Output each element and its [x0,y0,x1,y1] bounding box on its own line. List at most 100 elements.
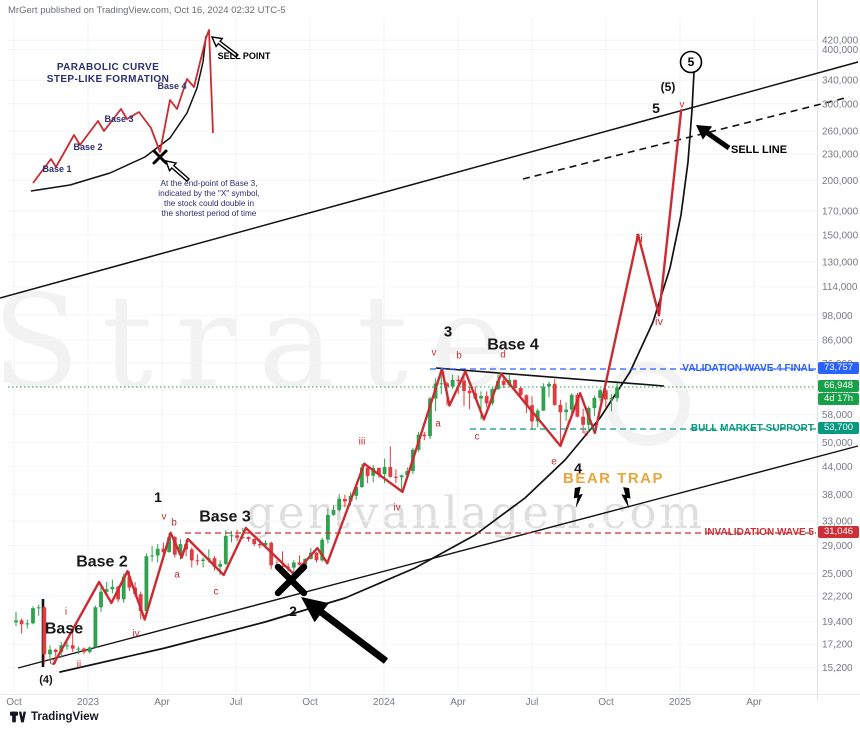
annotation-text: Base 2 [76,554,128,571]
annotation-text: c [475,432,480,443]
annotation-text: b [171,518,177,529]
annotation-text: 4 [574,460,582,476]
annotation-text: 1 [154,489,162,505]
black-arrow-icon [301,597,389,664]
price-tick-label: 300,000 [822,99,859,110]
hollow-arrow-icon [210,36,239,59]
annotation-text: (4) [39,674,53,686]
annotation-text: a [435,419,441,430]
annotation-text: Base 2 [73,142,102,152]
annotation-text: iv [132,629,139,640]
time-tick-label: 2023 [77,697,100,708]
price-tick-label: 150,000 [822,230,859,241]
price-tick-label: 58,000 [822,410,853,421]
time-tick-label: Oct [598,697,614,708]
price-tick-label: 44,000 [822,462,853,473]
time-tick-label: Apr [450,697,466,708]
bear-trap-label: BEAR TRAP [563,470,665,487]
inset-title-line1: PARABOLIC CURVE [56,62,160,73]
annotation-text: Base 4 [487,337,539,354]
circled-wave-5: 5 [679,50,703,74]
annotation-text: iii [635,233,642,245]
annotation-text: Base 3 [199,509,251,526]
tradingview-footer[interactable]: TradingView [10,709,99,725]
annotation-text: Base 1 [42,164,71,174]
inset-sell-point-label: SELL POINT [217,51,271,61]
time-tick-label: 2025 [669,697,692,708]
annotation-text: iv [393,503,400,514]
invalidation-price-badge: 31,046 [818,526,859,538]
annotation-text: c [214,587,219,598]
inset-note-line: the stock could double in [163,199,255,208]
publish-info: MrGert published on TradingView.com, Oct… [8,5,286,16]
lightning-bolts [573,486,631,509]
validation-level-label: VALIDATION WAVE 4 FINAL [682,363,814,374]
price-tick-label: 17,200 [822,640,853,651]
level-lines [8,368,816,534]
time-tick-label: 2024 [373,697,396,708]
annotation-labels: 1 2 3 4 5(5) (4) Base Base 2 Base 3 Base 4 Base 1 B… [39,80,684,686]
price-tick-label: 33,000 [822,517,853,528]
sell-line-label: SELL LINE [731,144,788,156]
annotation-text: v [162,512,167,523]
tradingview-logo-icon [10,711,26,723]
time-tick-label: Jul [526,697,539,708]
price-tick-label: 29,000 [822,541,853,552]
price-tick-label: 200,000 [822,176,859,187]
annotation-text: iv [655,316,663,328]
watermark-strate: Strate [0,268,528,417]
price-tick-label: 50,000 [822,438,853,449]
annotation-text: e [551,457,557,468]
price-tick-label: 15,200 [822,663,853,674]
time-axis-labels[interactable]: Oct 2023 Apr Jul Oct 2024 Apr Jul Oct 2025 Apr [6,697,762,708]
price-tick-label: 400,000 [822,45,859,56]
annotation-text: 5 [652,100,660,116]
bull-support-level-label: BULL MARKET SUPPORT [690,423,814,434]
time-tick-label: Oct [302,697,318,708]
inset-title: PARABOLIC CURVE STEP-LIKE FORMATION [28,62,188,86]
annotation-text: i [65,607,67,618]
annotation-text: (5) [661,80,676,94]
annotation-text: Base 4 [157,81,186,91]
annotation-text: ii [77,660,81,671]
arrows [164,36,731,664]
time-tick-label: Apr [154,697,170,708]
annotation-text: b [456,351,462,362]
time-tick-label: Oct [6,697,22,708]
annotation-text: a [174,570,180,581]
price-tick-label: 114,000 [822,282,858,293]
candle-countdown-badge: 4d 17h [818,393,859,405]
price-tick-label: 22,200 [822,591,853,602]
annotation-text: c [50,657,55,668]
annotation-text: ii [584,428,588,438]
price-tick-label: 130,000 [822,257,859,268]
annotation-text: iii [359,437,366,448]
x-marks [152,149,308,597]
annotation-text: Base [45,621,83,638]
invalidation-level-label: INVALIDATION WAVE 5 [704,527,814,538]
grid [8,18,816,694]
price-tick-label: 25,000 [822,569,853,580]
validation-price-badge: 73,757 [818,362,859,374]
price-tick-label: 38,000 [822,490,853,501]
annotation-text: d [500,350,506,361]
elliott-wave-line [52,109,683,665]
price-tick-label: 260,000 [822,126,859,137]
inset-note-line: the shortest period of time [161,209,257,218]
price-tick-label: 86,000 [822,336,853,347]
price-tick-label: 98,000 [822,311,853,322]
price-tick-label: 170,000 [822,207,859,218]
price-tick-label: 420,000 [822,36,859,47]
time-tick-label: Jul [230,697,243,708]
lightning-bolt-icon [573,486,583,509]
svg-text:5: 5 [688,55,695,69]
black-arrow-icon [696,125,731,151]
annotation-text: 2 [289,603,297,619]
current-price-badge: 66,948 [818,380,859,392]
inset-note: At the end-point of Base 3, indicated by… [147,179,271,219]
inset-note-line: At the end-point of Base 3, [160,179,258,188]
price-tick-label: 340,000 [822,76,859,87]
annotation-text: i [567,419,569,429]
